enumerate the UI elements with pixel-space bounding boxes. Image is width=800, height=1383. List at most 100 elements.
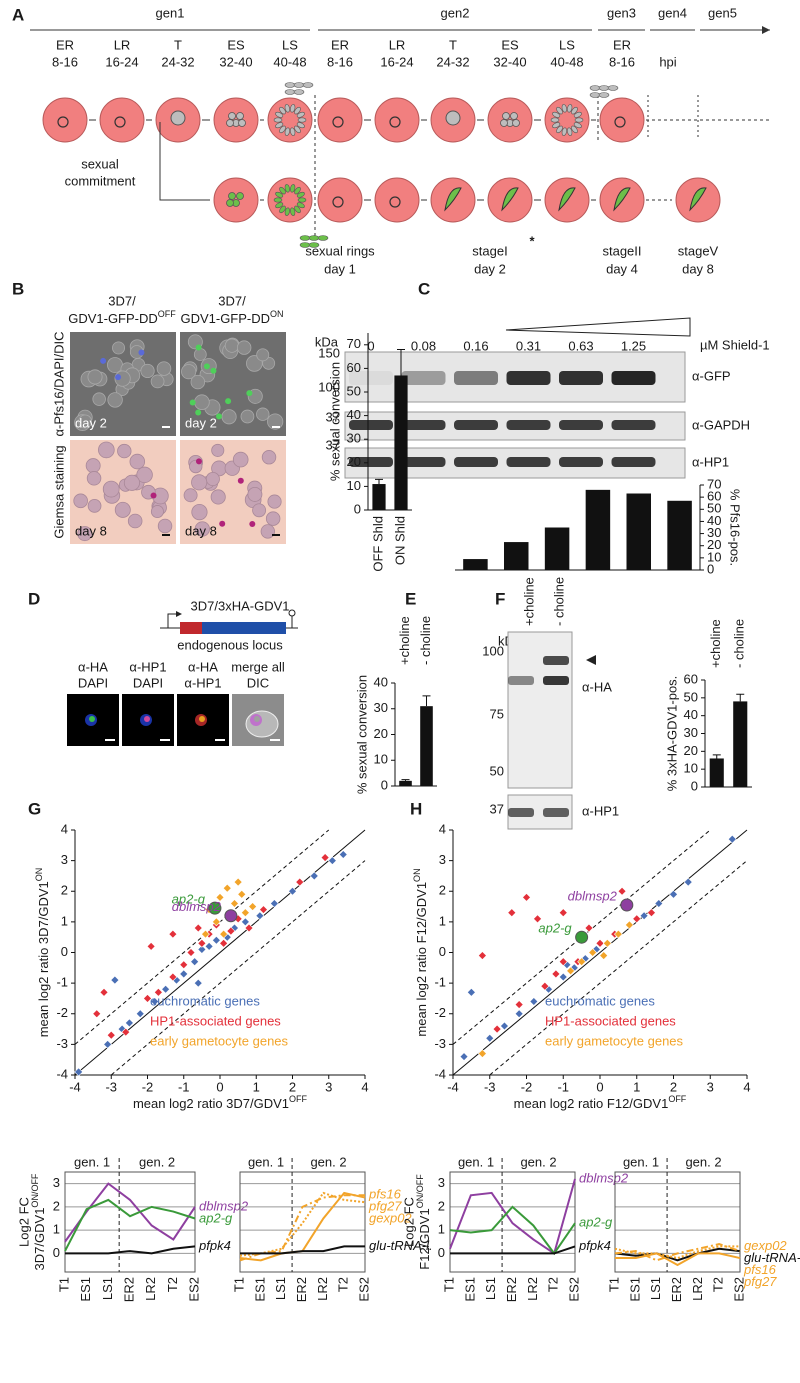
kda-marker: 37 bbox=[326, 437, 340, 452]
kda-marker: 37 bbox=[326, 409, 340, 424]
y-axis-label: mean log2 ratio 3D7/GDV1ON bbox=[34, 868, 51, 1038]
x-tick-label: 3 bbox=[325, 1079, 332, 1094]
data-point bbox=[632, 914, 642, 924]
kda-label: kDa bbox=[315, 334, 339, 349]
stage-name: ER bbox=[613, 37, 631, 52]
stage-hours: 8-16 bbox=[52, 54, 78, 69]
error-bar bbox=[712, 754, 721, 759]
sexual-day: day 4 bbox=[606, 261, 638, 276]
y-tick-label: 1 bbox=[61, 913, 68, 928]
promoter-arrow bbox=[167, 613, 180, 628]
band bbox=[454, 371, 498, 385]
gametocyte bbox=[613, 187, 631, 212]
merozoite bbox=[284, 104, 290, 113]
cell bbox=[221, 409, 237, 425]
data-point bbox=[617, 886, 627, 896]
merozoite bbox=[299, 242, 311, 248]
blot bbox=[507, 631, 573, 789]
stained-cell bbox=[246, 390, 253, 397]
x-tick-label: ER2 bbox=[294, 1277, 309, 1302]
series-line bbox=[614, 1243, 741, 1262]
data-point bbox=[492, 1024, 502, 1034]
y-tick-label: 1 bbox=[439, 913, 446, 928]
series-label: pfg27 bbox=[743, 1274, 777, 1289]
data-point bbox=[124, 1018, 134, 1028]
x-tick-label: 1.25 bbox=[621, 338, 646, 353]
data-point bbox=[584, 923, 594, 933]
channel-label: DAPI bbox=[133, 675, 163, 690]
data-point bbox=[186, 948, 196, 957]
y-tick-label: 10 bbox=[374, 752, 388, 767]
unit-label: µM Shield-1 bbox=[700, 337, 770, 352]
merozoite bbox=[279, 186, 286, 195]
sexual-day: day 1 bbox=[324, 261, 356, 276]
sexual-stage: stageII bbox=[602, 243, 641, 258]
merozoite bbox=[607, 85, 619, 91]
generation-label: gen5 bbox=[708, 5, 737, 20]
merozoite bbox=[294, 106, 301, 115]
cell bbox=[265, 511, 281, 526]
data-point bbox=[197, 945, 207, 954]
period-label: gen. 2 bbox=[685, 1154, 721, 1169]
period-label: gen. 2 bbox=[520, 1154, 556, 1169]
x-tick-label: 0 bbox=[216, 1079, 223, 1094]
data-point bbox=[683, 877, 693, 887]
generation-label: gen2 bbox=[441, 5, 470, 20]
bar bbox=[733, 701, 748, 787]
bar bbox=[626, 493, 651, 570]
channel-label: α-HA bbox=[78, 659, 108, 674]
parasite bbox=[332, 116, 344, 128]
rbc bbox=[374, 97, 420, 143]
cell bbox=[102, 480, 120, 498]
rbc bbox=[544, 97, 590, 143]
merozoite bbox=[290, 104, 296, 113]
highlight-point bbox=[208, 901, 222, 915]
merozoite bbox=[275, 111, 284, 118]
row-label: α-Pfs16/DAPI/DIC bbox=[51, 331, 66, 436]
y-axis-label: 3D7/GDV1ON/OFF bbox=[30, 1173, 47, 1270]
stage-name: ES bbox=[227, 37, 245, 52]
data-point bbox=[669, 889, 678, 899]
row-label: Giemsa staining bbox=[51, 445, 66, 538]
cell bbox=[140, 363, 155, 379]
gen-arrowhead bbox=[762, 26, 770, 34]
band bbox=[401, 371, 446, 385]
data-point bbox=[193, 923, 203, 933]
period-label: gen. 1 bbox=[248, 1154, 284, 1169]
y-tick-label: -1 bbox=[56, 975, 68, 990]
x-tick-label: 2 bbox=[670, 1079, 677, 1094]
band bbox=[543, 656, 569, 665]
merozoite bbox=[574, 117, 584, 123]
panel-label: G bbox=[28, 799, 41, 818]
merozoite bbox=[297, 197, 307, 203]
data-point bbox=[179, 960, 189, 970]
y-tick-label: 1 bbox=[438, 1222, 445, 1237]
data-point bbox=[727, 834, 737, 844]
data-point bbox=[146, 941, 156, 951]
hpi-label: hpi bbox=[659, 54, 676, 69]
series-label: pfs16 bbox=[743, 1262, 777, 1277]
data-point bbox=[269, 899, 279, 908]
plot-frame bbox=[64, 1171, 196, 1273]
parasite bbox=[114, 116, 126, 128]
y-tick-label: 2 bbox=[61, 883, 68, 898]
merozoite bbox=[296, 122, 305, 129]
kda-marker: 37 bbox=[490, 801, 504, 816]
y-tick-label: 30 bbox=[347, 431, 361, 446]
x-tick-label: OFF Shld bbox=[370, 516, 385, 572]
cell bbox=[181, 364, 197, 380]
x-tick-label: +choline bbox=[708, 619, 723, 668]
locus-label: endogenous locus bbox=[177, 637, 283, 652]
x-tick-label: 0 bbox=[367, 338, 374, 353]
cell bbox=[240, 409, 255, 424]
cell bbox=[85, 458, 101, 474]
cell bbox=[107, 392, 123, 408]
x-tick-label: - choline bbox=[418, 616, 433, 665]
stage-name: ES bbox=[501, 37, 519, 52]
cell bbox=[245, 710, 279, 738]
cell bbox=[224, 338, 240, 353]
merozoite bbox=[284, 89, 296, 95]
data-point bbox=[569, 963, 579, 973]
merozoite bbox=[552, 122, 561, 129]
